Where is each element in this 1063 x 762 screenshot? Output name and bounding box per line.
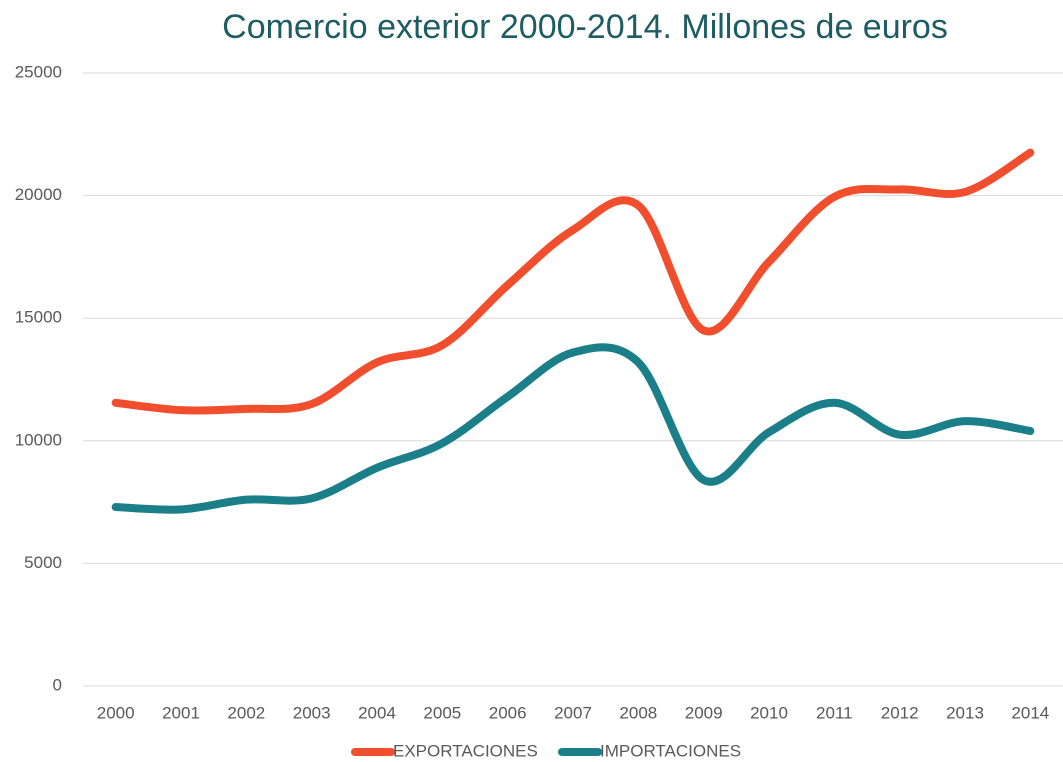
x-tick-label: 2003 [293,703,331,722]
y-tick-label: 25000 [15,62,62,81]
x-tick-label: 2002 [227,703,265,722]
x-tick-label: 2010 [750,703,788,722]
x-tick-label: 2005 [423,703,461,722]
x-tick-label: 2011 [816,703,853,722]
y-tick-label: 15000 [15,308,62,327]
legend-label: IMPORTACIONES [600,741,741,760]
line [111,343,1035,514]
y-tick-label: 10000 [15,430,62,449]
x-tick-label: 2000 [97,703,135,722]
x-tick-label: 2006 [489,703,527,722]
y-tick-label: 5000 [24,553,62,572]
x-tick-label: 2014 [1011,703,1049,722]
y-tick-label: 0 [53,675,62,694]
x-tick-label: 2013 [946,703,984,722]
x-tick-label: 2012 [881,703,919,722]
x-tick-label: 2007 [554,703,592,722]
x-tick-label: 2009 [685,703,723,722]
line [111,148,1035,415]
x-tick-label: 2001 [162,703,200,722]
legend-label: EXPORTACIONES [393,741,538,760]
chart-title: Comercio exterior 2000-2014. Millones de… [222,8,948,46]
y-tick-label: 20000 [15,185,62,204]
x-tick-label: 2004 [358,703,396,722]
x-tick-label: 2008 [619,703,657,722]
